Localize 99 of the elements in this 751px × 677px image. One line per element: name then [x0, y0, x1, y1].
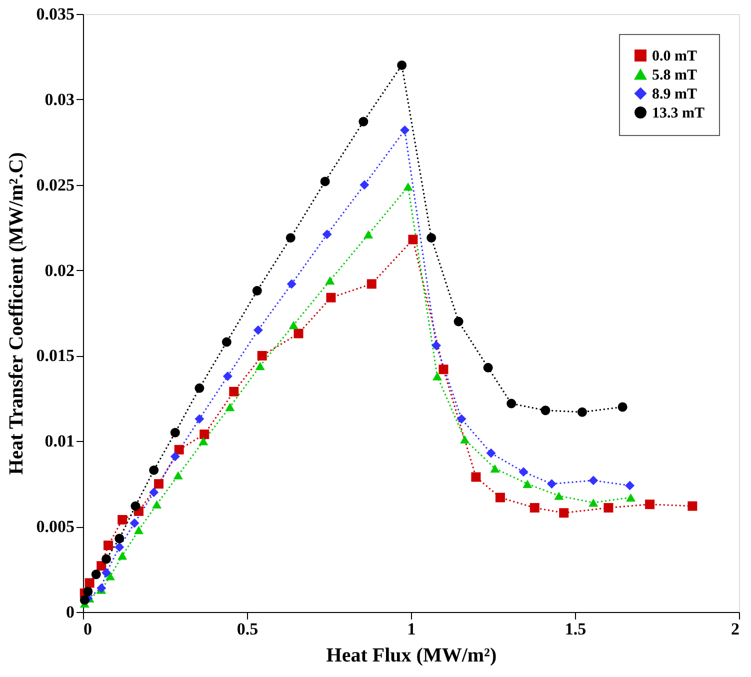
point: [454, 316, 464, 326]
point: [252, 286, 262, 296]
y-tick-label: 0.03: [44, 90, 74, 109]
x-tick-label: 0.5: [236, 620, 258, 638]
point: [588, 498, 598, 507]
point: [320, 176, 330, 186]
point: [96, 583, 106, 593]
point: [170, 452, 180, 462]
point: [253, 325, 263, 335]
point: [294, 328, 304, 338]
point: [358, 116, 368, 126]
point: [194, 383, 204, 393]
point: [84, 578, 94, 588]
x-tick-label: 1.5: [564, 620, 586, 638]
point: [118, 552, 128, 560]
point: [426, 233, 436, 243]
point: [625, 480, 635, 490]
point: [326, 292, 336, 302]
point: [154, 479, 164, 489]
point: [432, 340, 441, 350]
y-tick-label: 0.01: [44, 432, 74, 451]
point: [366, 279, 376, 289]
point: [432, 372, 442, 380]
point: [114, 542, 124, 552]
x-tick-label: 0: [84, 620, 92, 638]
point: [255, 362, 265, 370]
point: [288, 320, 298, 330]
legend-label: 5.8 mT: [652, 68, 697, 84]
point: [460, 435, 470, 444]
point: [506, 398, 516, 408]
point: [403, 182, 413, 191]
x-tick-label: 1: [407, 620, 416, 638]
y-tick-label: 0.005: [36, 517, 74, 536]
y-tick-label: 0.035: [36, 4, 74, 24]
point: [325, 276, 335, 285]
point: [456, 414, 466, 424]
legend-label: 13.3 mT: [652, 106, 704, 122]
point: [588, 476, 598, 486]
point: [198, 437, 208, 446]
point: [483, 362, 493, 372]
x-axis-title: Heat Flux (MW/m²): [326, 644, 497, 666]
point: [152, 500, 162, 508]
point: [174, 444, 184, 454]
point: [645, 500, 655, 510]
point: [530, 503, 540, 513]
point: [130, 518, 140, 528]
point: [559, 508, 569, 518]
y-tick-label: 0.015: [36, 346, 74, 366]
point: [360, 180, 370, 190]
point: [173, 471, 183, 480]
y-axis-title: Heat Transfer Coefficient (MW/m².C): [5, 152, 28, 475]
point: [438, 364, 448, 374]
point: [118, 514, 128, 524]
point: [471, 472, 481, 482]
point: [91, 570, 101, 580]
point: [522, 480, 532, 488]
legend-label: 0.0 mT: [652, 48, 697, 64]
legend-label: 8.9 mT: [652, 86, 697, 102]
point: [222, 337, 232, 347]
y-tick-label: 0: [66, 602, 74, 622]
point: [149, 465, 159, 475]
point: [130, 501, 140, 511]
point: [618, 402, 628, 412]
point: [577, 407, 587, 417]
point: [170, 428, 180, 438]
point: [229, 386, 239, 396]
point: [322, 230, 332, 240]
point: [486, 448, 496, 458]
point: [149, 488, 159, 498]
point: [554, 492, 564, 500]
point: [80, 595, 90, 605]
x-tick-label: 2: [731, 620, 740, 638]
point: [364, 230, 374, 239]
point: [688, 501, 698, 511]
point: [495, 492, 505, 502]
y-tick-label: 0.025: [36, 175, 74, 194]
point: [400, 125, 410, 135]
point: [546, 479, 556, 489]
point: [397, 60, 407, 70]
point: [102, 568, 112, 578]
point: [83, 586, 93, 596]
point: [286, 279, 296, 289]
point: [134, 526, 144, 534]
point: [102, 554, 112, 564]
point: [408, 234, 418, 244]
point: [540, 406, 550, 416]
point: [200, 430, 210, 440]
point: [194, 414, 204, 424]
point: [604, 503, 614, 513]
point: [114, 534, 124, 544]
point: [222, 371, 232, 381]
point: [490, 464, 500, 473]
point: [257, 350, 267, 360]
point: [104, 540, 113, 550]
point: [626, 493, 636, 502]
y-tick-label: 0.02: [44, 260, 74, 280]
point: [225, 402, 235, 412]
point: [518, 467, 528, 477]
point: [286, 233, 296, 243]
